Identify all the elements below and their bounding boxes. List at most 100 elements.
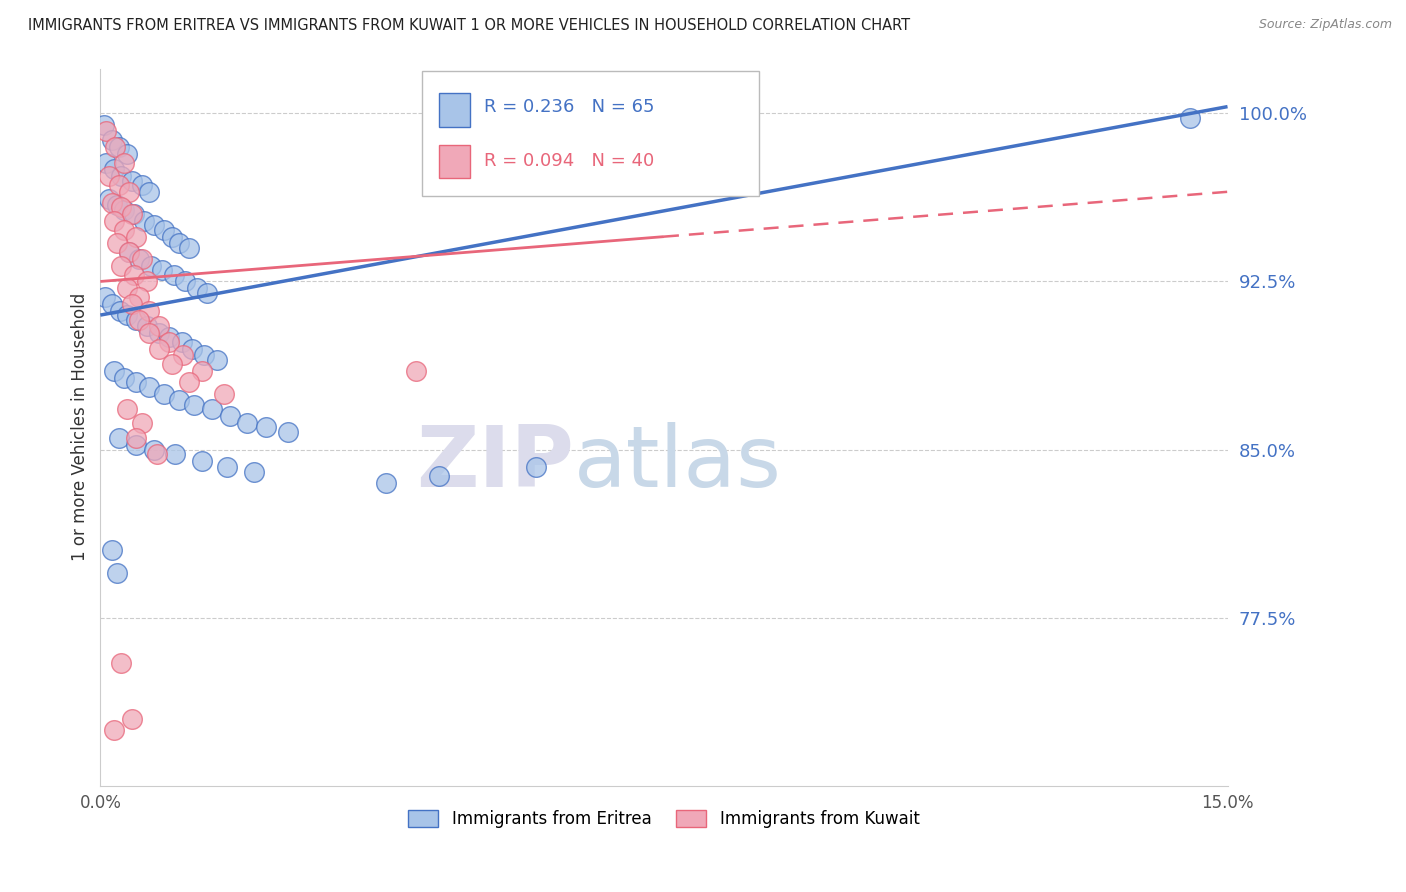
Point <box>150 263 173 277</box>
Point <box>163 268 186 282</box>
Point <box>205 352 228 367</box>
Point <box>128 290 150 304</box>
Point <box>181 342 204 356</box>
Point <box>96 124 118 138</box>
Point <box>191 454 214 468</box>
Point <box>100 196 122 211</box>
Point <box>103 214 125 228</box>
Point <box>121 173 143 187</box>
Point <box>132 214 155 228</box>
Point <box>131 252 153 266</box>
Point <box>153 223 176 237</box>
Point <box>121 207 143 221</box>
Point <box>108 140 131 154</box>
Point <box>138 185 160 199</box>
Point <box>1178 111 1201 125</box>
Point <box>160 229 183 244</box>
Point <box>427 469 450 483</box>
Point <box>122 268 145 282</box>
Point <box>200 402 222 417</box>
Point <box>121 297 143 311</box>
Point <box>118 245 141 260</box>
Point <box>108 431 131 445</box>
Point <box>138 380 160 394</box>
Point <box>138 303 160 318</box>
Point <box>148 342 170 356</box>
Point <box>524 460 547 475</box>
Text: atlas: atlas <box>574 422 782 505</box>
Point <box>110 201 132 215</box>
Point <box>108 178 131 192</box>
Point <box>177 376 200 390</box>
Point <box>115 402 138 417</box>
Point <box>138 326 160 340</box>
Point <box>143 219 166 233</box>
Point <box>104 140 127 154</box>
Point <box>105 236 128 251</box>
Point <box>112 223 135 237</box>
Point <box>128 252 150 266</box>
Point <box>160 358 183 372</box>
Point <box>141 259 163 273</box>
Point <box>108 303 131 318</box>
Point <box>218 409 240 423</box>
Point <box>214 386 236 401</box>
Point <box>103 364 125 378</box>
Point <box>105 566 128 580</box>
Point <box>128 312 150 326</box>
Point <box>195 285 218 300</box>
Point <box>115 146 138 161</box>
Text: R = 0.236   N = 65: R = 0.236 N = 65 <box>484 98 654 116</box>
Point <box>145 447 167 461</box>
Text: R = 0.094   N = 40: R = 0.094 N = 40 <box>484 152 654 169</box>
Point <box>167 236 190 251</box>
Point <box>105 198 128 212</box>
Point <box>110 259 132 273</box>
Point <box>148 326 170 340</box>
Point <box>93 118 115 132</box>
Point <box>159 334 181 349</box>
Point <box>117 308 139 322</box>
Point <box>98 169 121 183</box>
Point <box>131 178 153 192</box>
Point <box>98 192 121 206</box>
Point <box>115 281 138 295</box>
Point <box>159 330 181 344</box>
Point <box>112 202 135 217</box>
Point <box>100 133 122 147</box>
Point <box>254 420 277 434</box>
Point <box>148 319 170 334</box>
Point <box>103 723 125 737</box>
Point <box>243 465 266 479</box>
Point <box>173 275 195 289</box>
Point <box>405 364 427 378</box>
Point <box>170 334 193 349</box>
Point <box>193 348 215 362</box>
Point <box>101 297 124 311</box>
Point <box>122 207 145 221</box>
Point <box>153 386 176 401</box>
Point <box>112 155 135 169</box>
Point <box>177 241 200 255</box>
Point <box>121 712 143 726</box>
Point <box>110 169 132 183</box>
Point <box>172 348 194 362</box>
Point <box>103 162 125 177</box>
Point <box>112 371 135 385</box>
Point <box>94 290 117 304</box>
Point <box>136 319 159 334</box>
Text: IMMIGRANTS FROM ERITREA VS IMMIGRANTS FROM KUWAIT 1 OR MORE VEHICLES IN HOUSEHOL: IMMIGRANTS FROM ERITREA VS IMMIGRANTS FR… <box>28 18 910 33</box>
Point <box>165 447 187 461</box>
Point <box>186 281 208 295</box>
Point <box>118 185 141 199</box>
Y-axis label: 1 or more Vehicles in Household: 1 or more Vehicles in Household <box>72 293 89 561</box>
Point <box>183 398 205 412</box>
Point <box>96 155 118 169</box>
Text: ZIP: ZIP <box>416 422 574 505</box>
Point <box>100 543 122 558</box>
Point <box>236 416 259 430</box>
Legend: Immigrants from Eritrea, Immigrants from Kuwait: Immigrants from Eritrea, Immigrants from… <box>402 804 927 835</box>
Point <box>374 476 396 491</box>
Point <box>125 376 148 390</box>
Point <box>143 442 166 457</box>
